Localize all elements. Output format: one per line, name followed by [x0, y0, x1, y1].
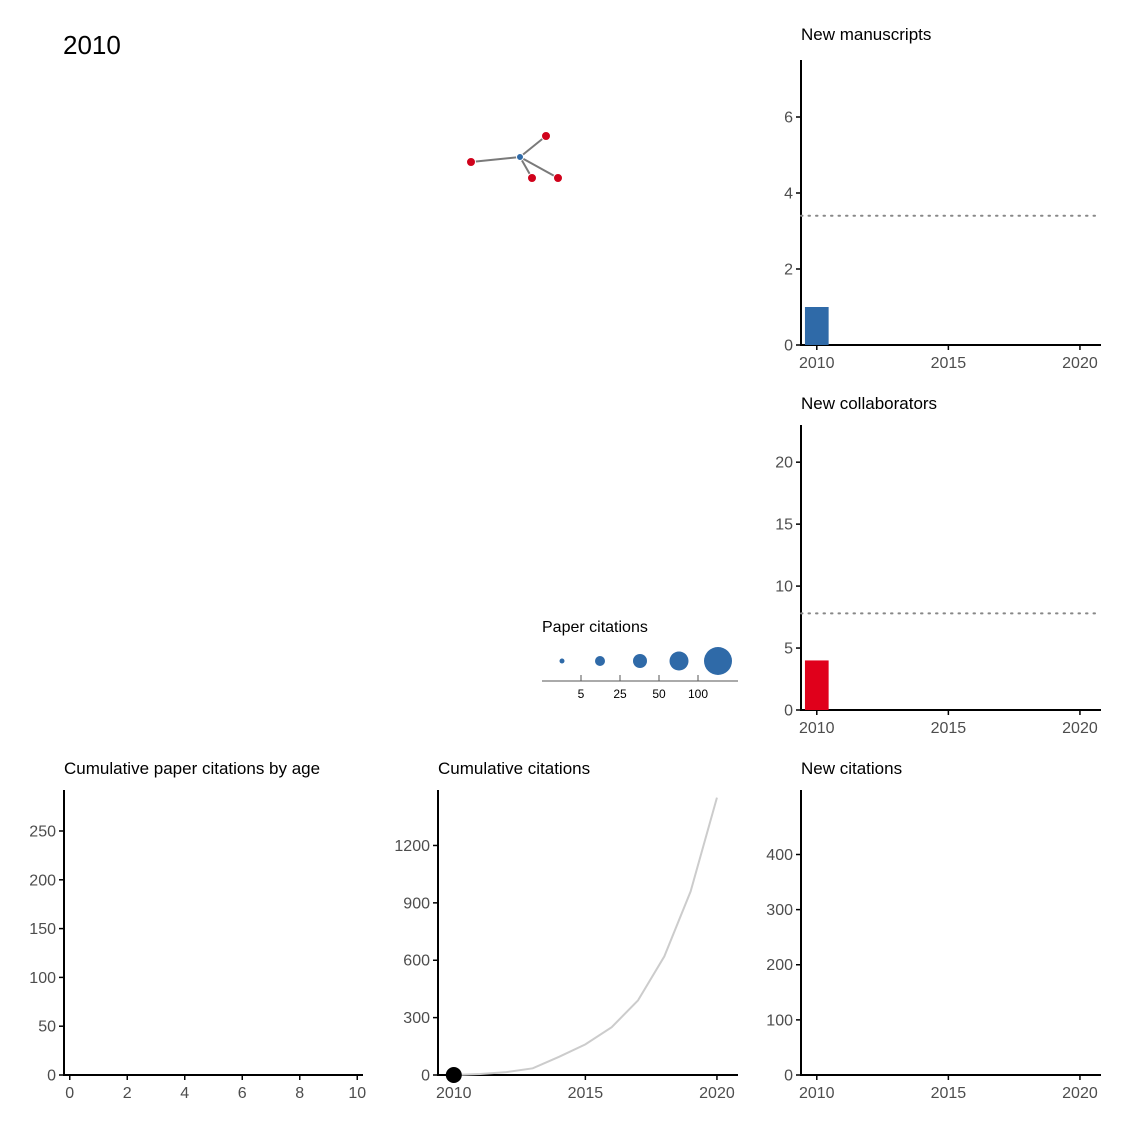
- cumulative-citations-x-tick-label: 2015: [568, 1085, 604, 1102]
- cumulative-citations-x-tick-label: 2020: [699, 1085, 735, 1102]
- new-citations-x-tick-label: 2010: [799, 1085, 835, 1102]
- cumulative-citations-current-point: [445, 1067, 462, 1083]
- cumulative-paper-citations-by-age-x-tick-label: 4: [180, 1085, 189, 1102]
- cumulative-paper-citations-by-age-y-tick-label: 0: [47, 1068, 56, 1085]
- network-collaborator-node: [553, 173, 563, 183]
- new-manuscripts-title: New manuscripts: [801, 25, 931, 44]
- legend-size-circle: [669, 651, 689, 671]
- new-collaborators-panel: New collaborators 0 5 10 15 20 2010 2015 2020: [775, 394, 1102, 737]
- new-collaborators-y-tick-label: 20: [775, 455, 793, 472]
- network-edge: [519, 135, 547, 158]
- new-citations-x-tick-label: 2020: [1062, 1085, 1098, 1102]
- new-collaborators-y-tick-label: 10: [775, 579, 793, 596]
- year-label: 2010: [63, 30, 121, 60]
- cumulative-paper-citations-by-age-x-tick-label: 2: [123, 1085, 132, 1102]
- new-citations-title: New citations: [801, 759, 902, 778]
- cumulative-paper-citations-by-age-y-tick-label: 250: [29, 823, 56, 840]
- cumulative-paper-citations-by-age-x-tick-label: 10: [348, 1085, 366, 1102]
- legend-size-circle: [559, 658, 565, 664]
- collaboration-network: [466, 131, 563, 183]
- new-manuscripts-y-tick-label: 4: [784, 186, 793, 203]
- cumulative-citations-x-tick-label: 2010: [436, 1085, 472, 1102]
- new-manuscripts-bar: [804, 307, 829, 345]
- new-collaborators-y-tick-label: 5: [784, 641, 793, 658]
- cumulative-paper-citations-by-age-panel: Cumulative paper citations by age0501001…: [29, 759, 366, 1102]
- legend-title: Paper citations: [542, 619, 648, 636]
- cumulative-paper-citations-by-age-y-tick-label: 150: [29, 921, 56, 938]
- cumulative-citations-y-tick-label: 600: [403, 953, 430, 970]
- cumulative-citations-y-tick-label: 300: [403, 1010, 430, 1027]
- legend-size-circle: [633, 654, 647, 668]
- new-collaborators-x-tick-label: 2010: [799, 720, 835, 737]
- legend-tick-label: 5: [578, 687, 585, 701]
- cumulative-citations-y-tick-label: 900: [403, 895, 430, 912]
- new-manuscripts-panel: New manuscripts 0 2 4 6 2010 2015 2020: [784, 25, 1102, 372]
- new-manuscripts-y-tick-label: 2: [784, 262, 793, 279]
- new-collaborators-x-tick-label: 2015: [931, 720, 967, 737]
- network-edge: [519, 156, 559, 179]
- cumulative-citations-y-tick-label: 1200: [394, 838, 430, 855]
- new-manuscripts-x-tick-label: 2020: [1062, 355, 1098, 372]
- new-manuscripts-x-tick-label: 2015: [931, 355, 967, 372]
- new-collaborators-y-tick-label: 15: [775, 517, 793, 534]
- new-citations-y-tick-label: 100: [766, 1012, 793, 1029]
- new-collaborators-title: New collaborators: [801, 394, 937, 413]
- new-manuscripts-y-tick-label: 6: [784, 110, 793, 127]
- network-edge: [470, 156, 521, 163]
- new-citations-y-tick-label: 200: [766, 957, 793, 974]
- cumulative-citations-title: Cumulative citations: [438, 759, 590, 778]
- new-collaborators-bar: [804, 660, 829, 710]
- cumulative-citations-line: [453, 797, 718, 1076]
- legend-size-circle: [704, 647, 732, 675]
- new-manuscripts-x-tick-label: 2010: [799, 355, 835, 372]
- cumulative-citations-panel: Cumulative citations 0 300 600 900 1200 2010 20…: [394, 759, 738, 1102]
- cumulative-paper-citations-by-age-y-tick-label: 100: [29, 970, 56, 987]
- network-collaborator-node: [527, 173, 537, 183]
- new-citations-panel: New citations 0 100 200 300 400 2010 2015 2020: [766, 759, 1101, 1102]
- new-citations-y-tick-label: 300: [766, 902, 793, 919]
- network-collaborator-node: [541, 131, 551, 141]
- cumulative-paper-citations-by-age-title: Cumulative paper citations by age: [64, 759, 320, 778]
- legend-tick-label: 100: [688, 687, 708, 701]
- cumulative-paper-citations-by-age-y-tick-label: 200: [29, 872, 56, 889]
- new-citations-x-tick-label: 2015: [931, 1085, 967, 1102]
- new-citations-y-tick-label: 0: [784, 1068, 793, 1085]
- legend-tick-label: 25: [613, 687, 627, 701]
- cumulative-paper-citations-by-age-y-tick-label: 50: [38, 1019, 56, 1036]
- cumulative-paper-citations-by-age-x-tick-label: 8: [295, 1085, 304, 1102]
- cumulative-citations-y-tick-label: 0: [421, 1068, 430, 1085]
- new-manuscripts-y-tick-label: 0: [784, 338, 793, 355]
- new-citations-y-tick-label: 400: [766, 847, 793, 864]
- network-collaborator-node: [466, 157, 476, 167]
- cumulative-paper-citations-by-age-x-tick-label: 6: [238, 1085, 247, 1102]
- new-collaborators-x-tick-label: 2020: [1062, 720, 1098, 737]
- new-collaborators-y-tick-label: 0: [784, 703, 793, 720]
- legend-size-circle: [595, 656, 605, 666]
- cumulative-paper-citations-by-age-x-tick-label: 0: [65, 1085, 74, 1102]
- paper-citations-legend: Paper citations 5 25 50 100: [542, 619, 738, 701]
- legend-tick-label: 50: [652, 687, 666, 701]
- network-author-node: [516, 153, 524, 161]
